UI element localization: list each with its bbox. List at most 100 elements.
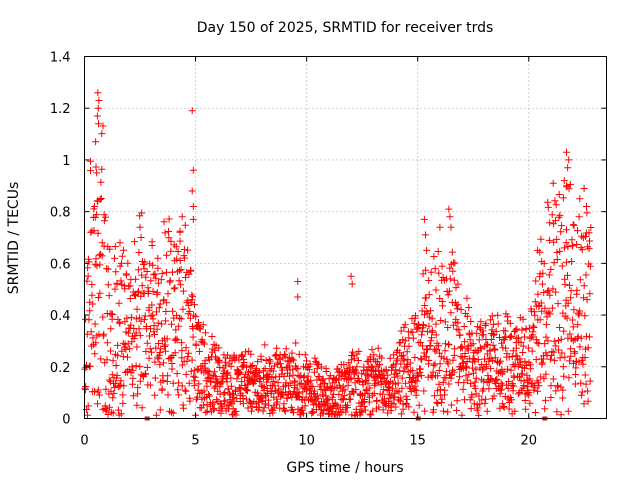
data-point — [521, 397, 529, 404]
data-point — [95, 294, 102, 301]
data-point — [508, 396, 515, 404]
data-point — [531, 409, 539, 416]
data-point — [168, 408, 175, 416]
x-tick-label: 15 — [409, 434, 426, 449]
data-point — [84, 264, 92, 272]
data-point — [511, 407, 519, 415]
data-point — [93, 211, 101, 219]
data-point — [92, 255, 100, 263]
data-point — [137, 234, 145, 241]
data-point — [453, 305, 461, 313]
data-point — [566, 281, 573, 289]
data-point — [245, 368, 252, 376]
data-point — [437, 317, 445, 324]
data-point — [542, 333, 550, 341]
data-point — [160, 359, 167, 367]
data-point — [182, 344, 190, 352]
data-point — [532, 277, 540, 285]
data-point — [541, 304, 549, 312]
data-point — [130, 291, 138, 299]
y-axis-label: SRMTID / TECUs — [6, 182, 22, 295]
data-point — [507, 366, 515, 374]
data-point — [187, 367, 195, 375]
data-point — [550, 337, 558, 345]
data-point — [296, 373, 304, 381]
data-point — [488, 312, 496, 320]
data-point — [557, 335, 565, 343]
data-point — [464, 376, 472, 384]
data-point — [584, 387, 592, 395]
data-point — [281, 352, 289, 360]
data-point — [517, 338, 525, 346]
data-point — [429, 368, 437, 376]
data-point — [571, 380, 579, 388]
data-point — [500, 403, 508, 410]
data-point — [175, 391, 183, 399]
data-point — [372, 373, 380, 380]
data-point — [487, 316, 495, 324]
data-point — [156, 361, 164, 369]
data-point — [172, 243, 180, 251]
data-point — [580, 294, 588, 302]
data-point — [175, 322, 183, 330]
data-point — [577, 379, 585, 387]
data-point — [420, 387, 428, 395]
data-point — [142, 370, 150, 378]
data-point — [551, 197, 559, 205]
data-point — [319, 375, 327, 383]
data-point — [472, 374, 480, 382]
data-point — [334, 368, 342, 376]
data-point — [441, 347, 449, 355]
data-point — [537, 299, 545, 307]
data-point — [138, 404, 146, 412]
data-point — [544, 337, 552, 345]
data-point — [271, 352, 279, 360]
data-point — [457, 306, 465, 314]
data-point — [223, 370, 231, 378]
data-point — [94, 229, 102, 237]
data-point — [195, 324, 203, 332]
data-point — [341, 386, 349, 394]
data-point — [224, 369, 232, 377]
data-point — [439, 378, 447, 386]
data-point — [168, 320, 175, 328]
data-point — [586, 290, 594, 298]
data-point — [471, 357, 479, 365]
data-point — [269, 367, 277, 375]
data-point — [420, 349, 428, 357]
data-point — [249, 361, 257, 369]
data-point — [162, 308, 170, 315]
data-point — [556, 324, 564, 331]
data-point — [453, 325, 461, 333]
data-point — [510, 382, 517, 390]
data-point — [151, 374, 159, 382]
data-point — [372, 368, 379, 375]
data-point — [84, 411, 91, 419]
data-point — [148, 301, 156, 309]
data-point — [445, 287, 453, 295]
data-point — [92, 163, 100, 171]
data-point — [326, 372, 334, 380]
data-point — [254, 398, 262, 406]
data-point — [176, 257, 184, 264]
data-point — [405, 403, 413, 411]
data-point — [498, 339, 506, 347]
data-point — [549, 179, 557, 187]
data-point — [430, 406, 437, 414]
data-point — [303, 386, 311, 394]
data-point — [525, 389, 533, 396]
data-point — [305, 366, 313, 374]
data-point — [288, 355, 296, 363]
data-point — [553, 235, 561, 243]
data-point — [423, 345, 431, 353]
data-point — [572, 371, 580, 378]
data-point — [558, 262, 566, 270]
data-point — [195, 348, 203, 355]
data-point — [418, 331, 426, 339]
data-point — [227, 382, 235, 390]
data-point — [186, 308, 194, 315]
data-point — [479, 331, 487, 339]
data-point — [142, 273, 150, 281]
data-point — [146, 381, 154, 389]
data-point — [285, 362, 293, 370]
